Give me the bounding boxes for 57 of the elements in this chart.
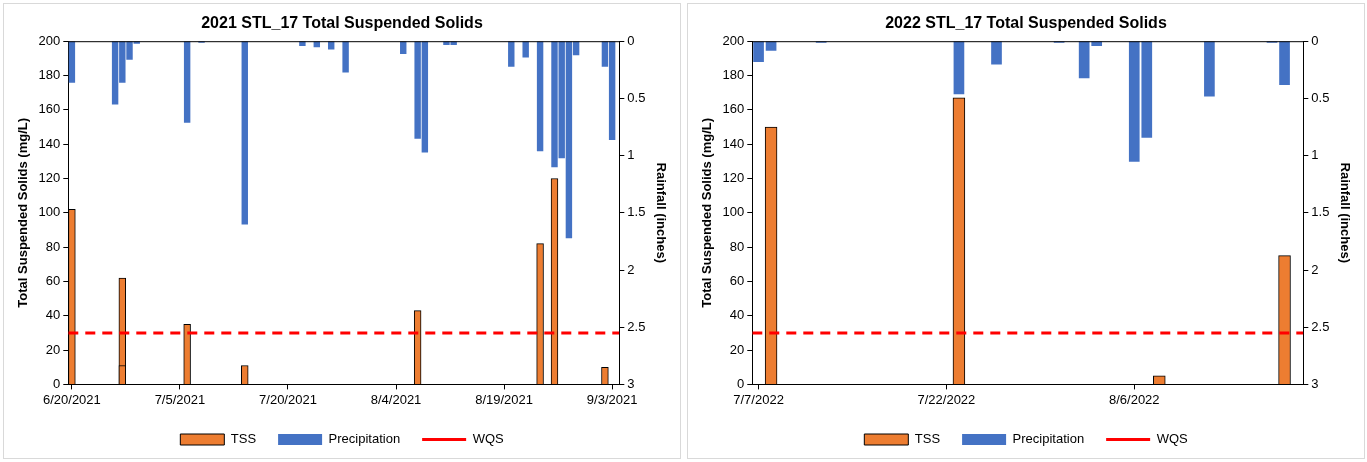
x-tick-label: 7/22/2022 xyxy=(917,391,976,407)
y2-tick-label: 0.5 xyxy=(627,89,646,105)
chart-title: 2022 STL_17 Total Suspended Solids xyxy=(885,14,1167,32)
y-tick-label: 0 xyxy=(53,375,61,391)
x-tick-label: 7/20/2021 xyxy=(259,391,317,407)
y2-axis-title: Rainfall (inches) xyxy=(653,162,669,264)
y2-tick-label: 0 xyxy=(627,32,635,48)
y2-tick-label: 3 xyxy=(1311,375,1319,391)
y-tick-label: 80 xyxy=(45,238,61,254)
y2-tick-label: 2.5 xyxy=(1311,318,1330,334)
y2-tick-label: 1 xyxy=(1311,147,1319,163)
y-tick-label: 200 xyxy=(38,32,61,48)
y2-tick-label: 1.5 xyxy=(1311,204,1330,220)
y2-tick-label: 3 xyxy=(627,375,635,391)
legend-label: Precipitation xyxy=(1012,431,1085,447)
legend-label: WQS xyxy=(1156,431,1189,447)
y-tick-label: 40 xyxy=(45,307,61,323)
x-tick-label: 8/4/2021 xyxy=(370,391,422,407)
x-tick-label: 7/5/2021 xyxy=(154,391,206,407)
y-axis-title: Total Suspended Solids (mg/L) xyxy=(15,117,31,308)
y-tick-label: 200 xyxy=(722,32,745,48)
y-tick-label: 120 xyxy=(38,170,61,186)
y-tick-label: 80 xyxy=(729,238,745,254)
y2-tick-label: 0.5 xyxy=(1311,89,1330,105)
y-tick-label: 180 xyxy=(722,67,745,83)
y-tick-label: 160 xyxy=(38,101,61,117)
x-tick-label: 8/6/2022 xyxy=(1108,391,1160,407)
chart-title: 2021 STL_17 Total Suspended Solids xyxy=(201,14,483,32)
legend-label: TSS xyxy=(230,431,257,447)
x-tick-label: 9/3/2021 xyxy=(586,391,638,407)
y-tick-label: 60 xyxy=(729,273,745,289)
y-tick-label: 120 xyxy=(722,170,745,186)
y-tick-label: 0 xyxy=(737,375,745,391)
y-tick-label: 160 xyxy=(722,101,745,117)
x-tick-label: 6/20/2021 xyxy=(42,391,101,407)
y2-tick-label: 0 xyxy=(1311,32,1319,48)
y-tick-label: 100 xyxy=(722,204,745,220)
y-axis-title: Total Suspended Solids (mg/L) xyxy=(699,117,715,308)
x-tick-label: 7/7/2022 xyxy=(733,391,784,407)
y2-tick-label: 2 xyxy=(1311,261,1319,277)
y-tick-label: 180 xyxy=(38,67,61,83)
y-tick-label: 100 xyxy=(38,204,61,220)
y2-axis-title: Rainfall (inches) xyxy=(1337,162,1353,264)
legend-label: Precipitation xyxy=(328,431,401,447)
x-tick-label: 8/19/2021 xyxy=(475,391,533,407)
y2-tick-label: 2.5 xyxy=(627,318,646,334)
y2-tick-label: 1.5 xyxy=(627,204,646,220)
y2-tick-label: 2 xyxy=(627,261,635,277)
y-tick-label: 140 xyxy=(38,135,61,151)
y-tick-label: 20 xyxy=(729,341,745,357)
y-tick-label: 60 xyxy=(45,273,61,289)
y-tick-label: 140 xyxy=(722,135,745,151)
legend-label: WQS xyxy=(472,431,505,447)
y-tick-label: 20 xyxy=(45,341,61,357)
y2-tick-label: 1 xyxy=(627,147,635,163)
y-tick-label: 40 xyxy=(729,307,745,323)
legend-label: TSS xyxy=(914,431,941,447)
